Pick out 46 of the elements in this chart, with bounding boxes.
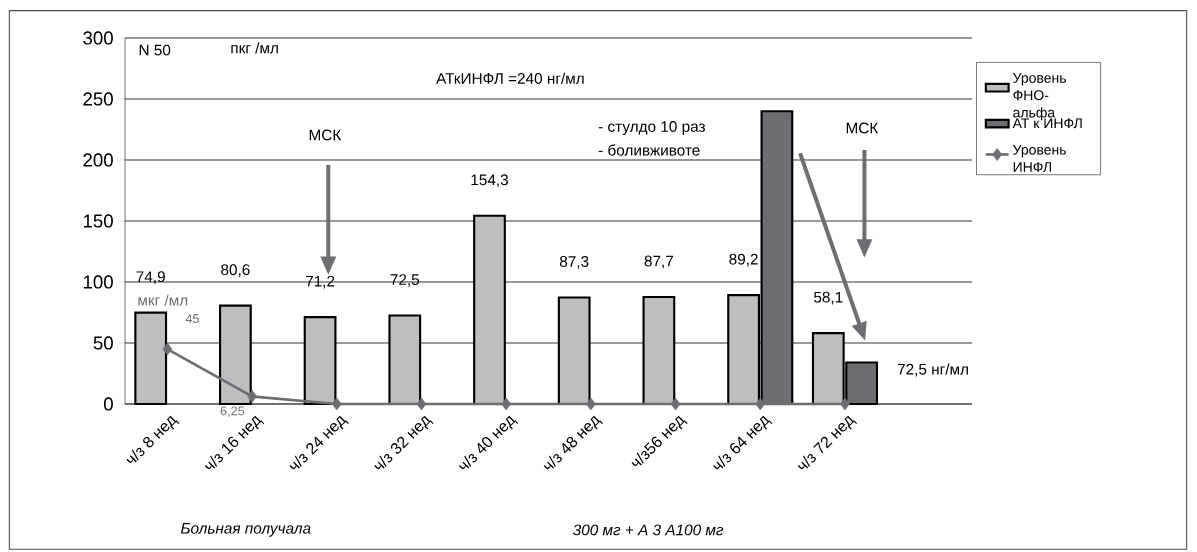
data-label: 71,2: [305, 275, 335, 289]
y-tick-label: 150: [83, 214, 113, 228]
x-tick-label: ч/з 8 нед: [126, 415, 180, 463]
data-label: 58,1: [813, 291, 843, 305]
data-label: 89,2: [729, 253, 758, 267]
x-tick-label: ч/з 72 нед: [797, 415, 858, 470]
point: [162, 342, 173, 356]
y-tick-label: 50: [93, 336, 113, 350]
annotation: АТкИНФЛ =240 нг/мл: [436, 72, 584, 84]
y-tick-label: 300: [83, 31, 113, 45]
y-tick-label: 250: [83, 92, 113, 106]
y-axis-title: пкг /мл: [231, 42, 278, 54]
data-label: 87,3: [559, 256, 589, 269]
data-label: 74,9: [136, 271, 165, 284]
x-tick-label: ч/з 40 нед: [458, 415, 519, 470]
data-label: 72,5: [390, 274, 420, 287]
annotation: мкг /мл: [138, 294, 188, 306]
point: [586, 397, 596, 411]
data-label: 6,25: [220, 406, 245, 417]
text: Больная получала: [181, 523, 311, 537]
annotation: N 50: [139, 44, 171, 56]
point: [247, 390, 257, 403]
text: 300 мг + А 3 А100 мг: [573, 524, 724, 536]
annotation: 72,5 нг/мл: [897, 363, 968, 377]
annotation: МСК: [846, 122, 879, 134]
x-tick-label: ч/з 32 нед: [374, 415, 434, 470]
point: [331, 397, 342, 411]
point: [755, 397, 766, 411]
y-tick-label: 200: [83, 153, 113, 167]
point: [416, 397, 427, 411]
point: [501, 397, 511, 411]
point: [840, 397, 850, 411]
x-tick-label: ч/з 24 нед: [289, 415, 349, 470]
legend-label: Уровень ИНФЛ: [1012, 144, 1066, 172]
x-tick-label: ч/з 64 нед: [713, 415, 773, 470]
x-tick-label: ч/з 48 нед: [543, 415, 603, 470]
point: [670, 397, 681, 411]
y-tick-label: 100: [83, 275, 113, 289]
data-label: 45: [185, 314, 199, 324]
annotation: - боливживоте: [598, 144, 700, 156]
data-label: 87,7: [644, 255, 674, 269]
data-label: 80,6: [221, 264, 250, 277]
annotation: - стулдо 10 раз: [598, 121, 705, 135]
annotation: МСК: [309, 129, 342, 141]
data-label: 154,3: [471, 174, 508, 188]
y-tick-label: 0: [103, 397, 113, 411]
